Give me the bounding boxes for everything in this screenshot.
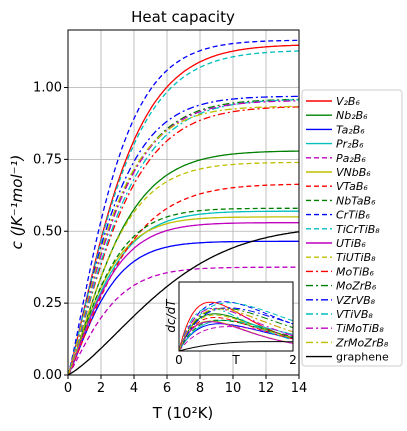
legend-label: ZrMoZrB₈ bbox=[335, 336, 389, 349]
series-line-8 bbox=[67, 39, 299, 376]
legend-label: VTaB₆ bbox=[336, 180, 368, 193]
legend-label: MoZrB₆ bbox=[336, 280, 377, 293]
legend-label: Ta₂B₆ bbox=[336, 123, 365, 136]
inset-x-tick-label: 2 bbox=[289, 353, 297, 367]
legend-label: TiCrTiB₈ bbox=[336, 223, 380, 236]
series-line-10 bbox=[67, 222, 299, 376]
inset-line-18 bbox=[178, 341, 293, 352]
inset-frame bbox=[178, 281, 294, 352]
inset-x-tick-label: 0 bbox=[175, 353, 183, 367]
inset-line-9 bbox=[178, 302, 294, 352]
legend-label: MoTiB₆ bbox=[336, 265, 375, 278]
series-line-0 bbox=[67, 44, 300, 376]
legend-label: Nb₂B₆ bbox=[336, 109, 368, 122]
series-line-4 bbox=[67, 266, 299, 376]
inset-line-1 bbox=[178, 313, 294, 352]
inset-line-16 bbox=[178, 307, 294, 352]
x-axis-ticks: 0 2 4 6 8 10 12 14 bbox=[64, 375, 307, 396]
legend-label: TiMoTiB₈ bbox=[336, 322, 384, 335]
inset-line-14 bbox=[178, 307, 294, 352]
x-tick-label: 0 bbox=[64, 381, 72, 396]
legend-label: CrTiB₆ bbox=[336, 209, 371, 222]
y-axis-label: c (JK⁻¹mol⁻¹) bbox=[8, 155, 26, 250]
inset-line-10 bbox=[178, 321, 294, 352]
inset-line-17 bbox=[178, 308, 294, 352]
series-line-3 bbox=[67, 210, 299, 376]
series-line-16 bbox=[67, 100, 299, 376]
x-axis-label: T (10²K) bbox=[152, 404, 214, 422]
inset-line-15 bbox=[178, 307, 294, 352]
legend-label: V₂B₆ bbox=[336, 95, 360, 108]
x-tick-label: 14 bbox=[291, 381, 308, 396]
inset-y-label: dc/dT bbox=[164, 298, 178, 333]
series-line-7 bbox=[67, 207, 299, 376]
series-line-5 bbox=[67, 216, 299, 376]
series-line-18 bbox=[67, 231, 300, 376]
x-tick-label: 8 bbox=[196, 381, 204, 396]
legend-label: Pa₂B₆ bbox=[336, 152, 366, 165]
series-line-2 bbox=[67, 240, 299, 376]
y-tick-label: 0.25 bbox=[33, 296, 62, 311]
y-tick-label: 0.75 bbox=[33, 152, 62, 167]
legend-label: UTiB₆ bbox=[336, 237, 366, 250]
inset-background bbox=[179, 282, 293, 351]
y-axis-ticks: 0.00 0.25 0.50 0.75 1.00 bbox=[33, 81, 68, 383]
inset-line-13 bbox=[178, 307, 294, 352]
x-tick-label: 12 bbox=[258, 381, 275, 396]
grid-lines bbox=[67, 30, 300, 376]
plot-frame bbox=[67, 29, 300, 376]
legend-label: NbTaB₆ bbox=[336, 194, 376, 207]
series-line-1 bbox=[67, 150, 299, 376]
legend-label: VTiVB₈ bbox=[336, 308, 373, 321]
legend-box bbox=[301, 89, 403, 367]
x-tick-label: 4 bbox=[130, 381, 138, 396]
series-line-17 bbox=[67, 105, 299, 376]
y-tick-label: 0.00 bbox=[33, 368, 62, 383]
inset-curves bbox=[178, 301, 294, 352]
series-line-14 bbox=[67, 95, 299, 376]
series-line-15 bbox=[67, 99, 300, 376]
curves-group bbox=[67, 39, 300, 376]
legend-label: graphene bbox=[336, 351, 389, 364]
x-tick-label: 10 bbox=[225, 381, 242, 396]
series-line-13 bbox=[67, 98, 300, 376]
series-line-11 bbox=[67, 161, 300, 376]
series-line-9 bbox=[67, 50, 299, 376]
chart-title: Heat capacity bbox=[131, 8, 235, 26]
inset-x-label: T bbox=[231, 353, 240, 367]
legend-label: VZrVB₈ bbox=[336, 294, 376, 307]
legend-label: TiUTiB₈ bbox=[336, 251, 376, 264]
x-tick-label: 2 bbox=[97, 381, 105, 396]
y-tick-label: 1.00 bbox=[33, 81, 62, 96]
legend-label: Pr₂B₆ bbox=[336, 138, 364, 151]
x-tick-label: 6 bbox=[163, 381, 171, 396]
legend-label: VNbB₆ bbox=[336, 166, 371, 179]
y-tick-label: 0.50 bbox=[33, 224, 62, 239]
